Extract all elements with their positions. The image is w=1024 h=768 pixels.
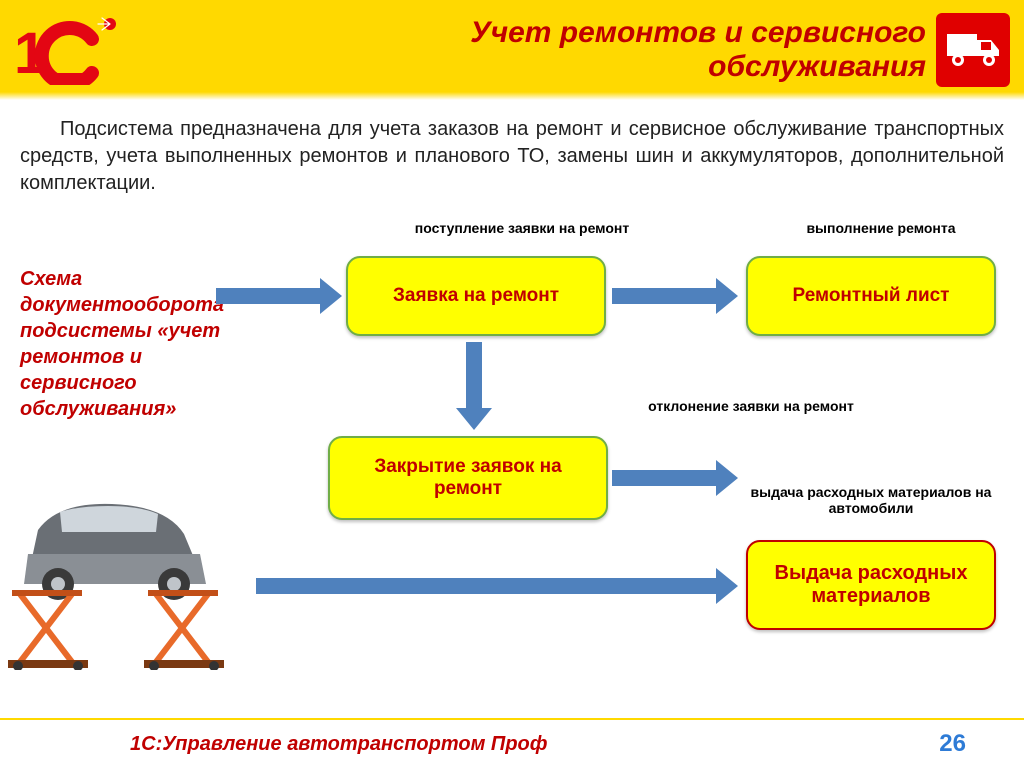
flow-arrow (612, 278, 738, 314)
diagram-caption: поступление заявки на ремонт (382, 220, 662, 236)
header: 1 Учет ремонтов и сервисного обслуживани… (0, 0, 1024, 100)
footer: 1С:Управление автотранспортом Проф 26 (0, 718, 1024, 768)
intro-text: Подсистема предназначена для учета заказ… (0, 100, 1024, 205)
flow-arrow (216, 278, 342, 314)
flow-node-n4: Выдача расходных материалов (746, 540, 996, 630)
flow-node-n1: Заявка на ремонт (346, 256, 606, 336)
logo-1c-icon: 1 (14, 15, 122, 85)
flow-arrow (456, 342, 492, 430)
logo-1c: 1 (14, 15, 144, 85)
truck-icon (936, 13, 1010, 87)
diagram-side-label: Схема документооборота подсистемы «учет … (20, 266, 230, 422)
title-line1: Учет ремонтов и сервисного (144, 16, 926, 51)
diagram-caption: выдача расходных материалов на автомобил… (736, 484, 1006, 516)
flow-diagram: поступление заявки на ремонт выполнение р… (216, 220, 1006, 680)
page-title: Учет ремонтов и сервисного обслуживания (144, 16, 936, 85)
flow-arrow (612, 460, 738, 496)
diagram-caption: отклонение заявки на ремонт (646, 398, 856, 414)
car-on-lift-image (8, 490, 230, 670)
flow-arrow (256, 568, 738, 604)
page-number: 26 (939, 730, 966, 758)
diagram-caption: выполнение ремонта (776, 220, 986, 236)
flow-node-n2: Ремонтный лист (746, 256, 996, 336)
title-line2: обслуживания (144, 50, 926, 85)
flow-node-n3: Закрытие заявок на ремонт (328, 436, 608, 520)
footer-text: 1С:Управление автотранспортом Проф (130, 733, 547, 756)
